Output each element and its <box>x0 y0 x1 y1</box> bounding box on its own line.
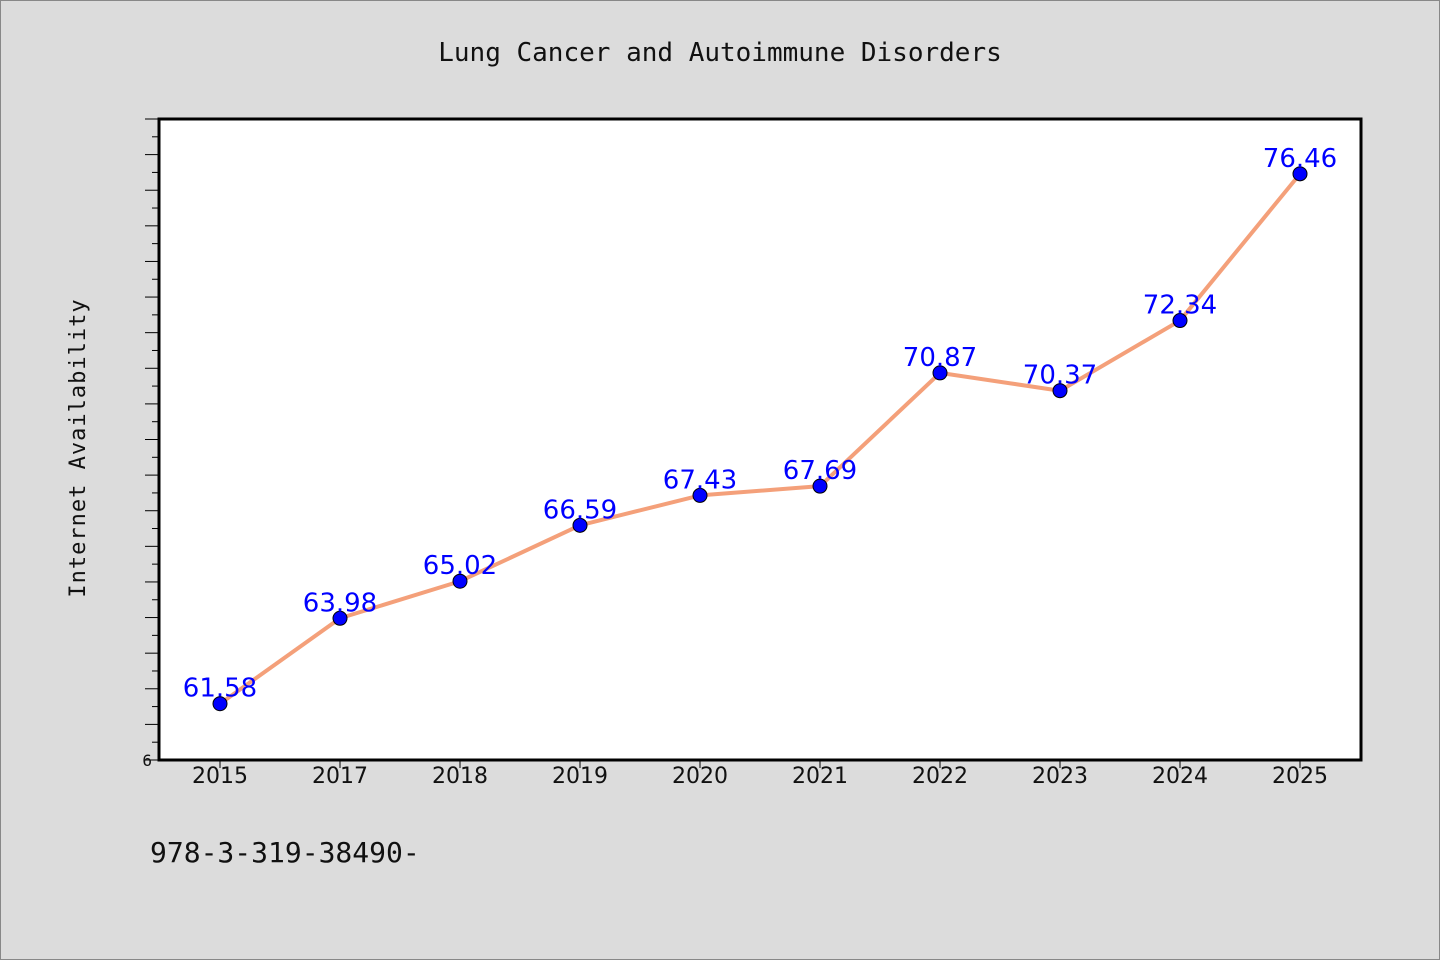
data-label: 65.02 <box>423 551 497 581</box>
x-tick-label: 2017 <box>312 764 368 789</box>
data-point <box>452 573 468 589</box>
data-point <box>1292 166 1308 182</box>
data-label: 63.98 <box>303 588 377 618</box>
plot-border <box>157 117 1363 762</box>
data-labels: 61.58 63.98 65.02 66.59 67.43 67.69 70.87 70.37… <box>183 144 1337 704</box>
y-axis-label: Internet Availability <box>66 298 91 597</box>
x-tick-label: 2023 <box>1032 764 1088 789</box>
data-point <box>332 610 348 626</box>
data-point <box>1052 383 1068 399</box>
data-point <box>932 365 948 381</box>
data-label: 70.37 <box>1023 361 1097 391</box>
x-tick-label: 2018 <box>432 764 488 789</box>
data-point <box>572 517 588 533</box>
data-label: 70.87 <box>903 343 977 373</box>
data-label: 67.69 <box>783 456 857 486</box>
data-point <box>1172 313 1188 329</box>
data-point <box>812 478 828 494</box>
x-tick-label: 2021 <box>792 764 848 789</box>
plot-area <box>159 119 1361 760</box>
data-point <box>212 696 228 712</box>
series-line <box>218 171 1302 706</box>
data-label: 67.43 <box>663 465 737 495</box>
x-tick-label: 2025 <box>1272 764 1328 789</box>
x-tick-label: 2019 <box>552 764 608 789</box>
x-tick-label: 2020 <box>672 764 728 789</box>
ticks: 6 2015 2017 2018 2019 2020 2021 2022 2023 2024 202… <box>142 118 1328 789</box>
y-tick-label: 6 <box>142 751 152 770</box>
x-tick-label: 2015 <box>192 764 248 789</box>
series <box>212 166 1308 712</box>
data-label: 72.34 <box>1143 291 1217 321</box>
footer-text: 978-3-319-38490- <box>150 836 420 869</box>
data-label: 76.46 <box>1263 144 1337 174</box>
data-label: 66.59 <box>543 495 617 525</box>
data-label: 61.58 <box>183 674 257 704</box>
chart-title: Lung Cancer and Autoimmune Disorders <box>438 38 1002 68</box>
x-tick-label: 2022 <box>912 764 968 789</box>
data-point <box>692 487 708 503</box>
x-tick-label: 2024 <box>1152 764 1208 789</box>
